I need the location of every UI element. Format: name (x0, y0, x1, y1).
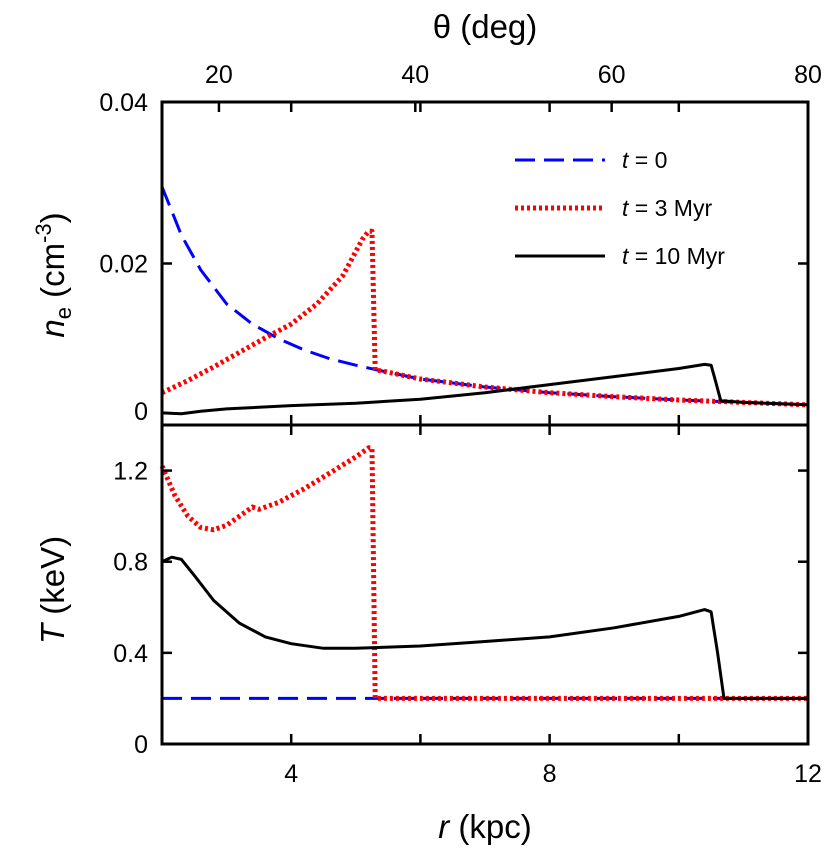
bottom-series-solid-line (161, 555, 808, 700)
bottom-y-axis-label: T (keV) (34, 536, 71, 644)
theta-tick-label: 80 (794, 61, 822, 89)
top-y-tick-label: 0.02 (99, 251, 148, 279)
bottom-panel: 0 0.4 0.8 1.2 4 8 12 r (kpc) T (keV) (34, 423, 822, 845)
bottom-plot-lines (159, 445, 808, 701)
top-y-tick-label: 0.04 (99, 89, 148, 117)
bottom-y-tick-label: 1.2 (113, 458, 148, 486)
legend: t = 0 t = 3 Myr t = 10 Myr (515, 147, 725, 269)
y-label-n: n (34, 319, 71, 337)
top-x-axis-label: θ (deg) (433, 8, 538, 45)
top-panel: 0 0.02 0.04 20 40 60 80 θ (deg) ne (cm-3) t = … (31, 8, 822, 427)
x-tick-label: 8 (543, 760, 557, 788)
y-label-unit: (cm (34, 243, 71, 307)
legend-label-t10: t = 10 Myr (622, 243, 725, 269)
top-y-tick-label: 0 (134, 398, 148, 426)
theta-tick-label: 40 (401, 61, 429, 89)
top-series-solid-line (161, 362, 809, 416)
bottom-y-tick-label: 0 (134, 731, 148, 759)
y-label-sup: -3 (31, 223, 56, 243)
x-tick-label: 4 (284, 760, 298, 788)
legend-label-t3: t = 3 Myr (622, 195, 712, 221)
top-axis-ticks: 0 0.02 0.04 20 40 60 80 (99, 61, 822, 427)
bottom-series-dotted-line (159, 445, 808, 701)
bottom-plot-frame (160, 423, 810, 746)
bottom-y-tick-label: 0.4 (113, 640, 148, 668)
theta-tick-label: 20 (205, 61, 233, 89)
legend-label-t0: t = 0 (622, 147, 667, 173)
bottom-axis-ticks: 0 0.4 0.8 1.2 4 8 12 (113, 425, 822, 788)
top-series-dotted-line (160, 228, 809, 408)
y-label-sub: e (51, 307, 76, 319)
top-plot-lines (160, 186, 809, 416)
y-label-close: ) (34, 212, 71, 223)
bottom-y-tick-label: 0.8 (113, 549, 148, 577)
top-y-axis-label: ne (cm-3) (31, 212, 76, 337)
bottom-x-axis-label: r (kpc) (438, 808, 532, 845)
theta-tick-label: 60 (598, 61, 626, 89)
x-tick-label: 12 (794, 760, 822, 788)
